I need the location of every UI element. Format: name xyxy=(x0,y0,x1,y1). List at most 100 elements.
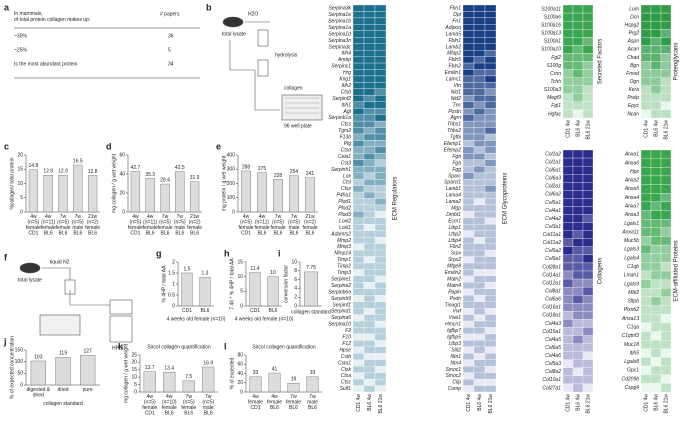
gene-label: Timp3 xyxy=(337,270,351,276)
heatmap-cell xyxy=(352,340,365,347)
heatmap-cell xyxy=(582,359,594,368)
gene-label: Lama4 xyxy=(446,193,462,199)
heatmap-cell xyxy=(363,333,376,341)
heatmap-cell xyxy=(374,82,387,90)
heatmap-cell xyxy=(363,282,376,289)
x-tick-label: 7w (n=5) female BL6 xyxy=(157,214,172,237)
heatmap-cell xyxy=(363,275,376,283)
value-label: 42.5 xyxy=(175,165,185,171)
bar xyxy=(306,376,319,393)
heatmap-cell xyxy=(363,30,376,38)
heatmap-cell xyxy=(462,75,475,83)
heatmap-cell xyxy=(374,108,387,115)
heatmap-cell xyxy=(473,211,486,218)
gene-label: Mmp3 xyxy=(337,244,351,250)
heatmap-cell xyxy=(473,11,486,19)
heatmap-cell xyxy=(352,159,365,167)
column-label: BL6 21w xyxy=(585,120,591,140)
gene-label: Col8a1 xyxy=(545,288,561,294)
gene-label: Cst3 xyxy=(341,160,352,166)
gene-label: Slit2 xyxy=(451,347,461,353)
heatmap-cell xyxy=(473,269,486,277)
panel-label: d xyxy=(106,141,112,151)
heatmap-cell xyxy=(352,249,365,257)
heatmap-cell xyxy=(650,53,662,62)
value-label: 12.9 xyxy=(43,169,53,175)
heatmap-cell xyxy=(462,133,475,141)
bar xyxy=(289,175,300,213)
value-label: 127 xyxy=(83,349,92,355)
gene-label: Ctsz xyxy=(341,186,352,192)
heatmap-cell xyxy=(484,178,497,186)
heatmap-cell xyxy=(484,88,497,96)
heatmap-cell xyxy=(572,254,584,264)
heatmap-cell xyxy=(374,153,387,160)
gene-label: F13b xyxy=(340,135,352,141)
heatmap-cell xyxy=(462,385,475,393)
heatmap-cell xyxy=(363,327,376,335)
heatmap-cell xyxy=(562,230,574,239)
heatmap-cell xyxy=(352,178,365,186)
heatmap-cell xyxy=(484,101,497,109)
heatmap-cell xyxy=(582,53,594,62)
heatmap-cell xyxy=(640,339,652,349)
gene-label: Lgals8 xyxy=(624,359,639,365)
gene-label: Muc5b xyxy=(624,238,639,244)
heatmap-cell xyxy=(582,190,594,199)
panel-label: g xyxy=(156,248,162,258)
gene-label: Cspg4 xyxy=(625,385,640,391)
diagram-label: hydrolysis xyxy=(275,52,298,58)
gene-label: Itih5 xyxy=(630,350,640,356)
heatmap-cell xyxy=(462,346,475,354)
heatmap-cell xyxy=(582,383,594,393)
heatmap-cell xyxy=(462,120,475,128)
heatmap-cell xyxy=(572,93,584,103)
gene-label: Col18a1 xyxy=(542,313,561,319)
heatmap-cell xyxy=(374,366,387,373)
heatmap-cell xyxy=(572,367,584,377)
heatmap-cell xyxy=(363,256,376,264)
column-label: BL6 21w xyxy=(663,120,669,140)
heatmap-cell xyxy=(363,314,376,322)
gene-label: Cstb xyxy=(341,354,352,360)
heatmap-cell xyxy=(363,120,376,128)
gene-label: Fgl1 xyxy=(551,103,561,109)
gene-label: Thbs2 xyxy=(447,128,461,134)
y-tick-label: 10 xyxy=(291,259,297,265)
gene-label: Hgfac xyxy=(548,111,562,117)
heatmap-cell xyxy=(562,198,574,207)
y-tick-label: 15 xyxy=(131,367,137,373)
bar xyxy=(175,171,185,213)
heatmap-cell xyxy=(582,69,594,78)
heatmap-cell xyxy=(650,85,662,94)
heatmap-cell xyxy=(363,108,376,115)
heatmap-cell xyxy=(650,4,662,14)
heatmap-cell xyxy=(473,204,486,212)
heatmap-cell xyxy=(484,249,497,257)
heatmap-cell xyxy=(363,17,376,25)
heatmap-cell xyxy=(352,198,365,206)
gene-label: Ctsk xyxy=(341,367,352,373)
y-tick-label: 8 xyxy=(294,268,297,274)
heatmap-cell xyxy=(660,244,672,254)
bar xyxy=(249,376,262,393)
heatmap-cell xyxy=(640,184,652,194)
heatmap-cell xyxy=(572,149,584,159)
gene-label: Mfge8 xyxy=(447,264,461,270)
heatmap-cell xyxy=(462,275,475,283)
panel-label: i xyxy=(278,248,281,258)
gene-label: Serpine1 xyxy=(331,276,351,282)
heatmap-cell xyxy=(462,372,475,380)
heatmap-cell xyxy=(484,217,497,225)
gene-label: Plod2 xyxy=(338,206,351,212)
column-label: BL6 4w xyxy=(653,120,659,137)
heatmap-cell xyxy=(462,353,475,360)
y-tick-label: 1.5 xyxy=(168,270,175,276)
column-label: BL6 21w xyxy=(585,394,591,414)
heatmap-cell xyxy=(582,101,594,111)
gene-label: Timp1 xyxy=(337,257,351,263)
heatmap-cell xyxy=(473,185,486,193)
gene-label: Hmcn1 xyxy=(445,322,461,328)
y-tick-label: 50 xyxy=(17,371,23,377)
heatmap-cell xyxy=(473,62,486,70)
